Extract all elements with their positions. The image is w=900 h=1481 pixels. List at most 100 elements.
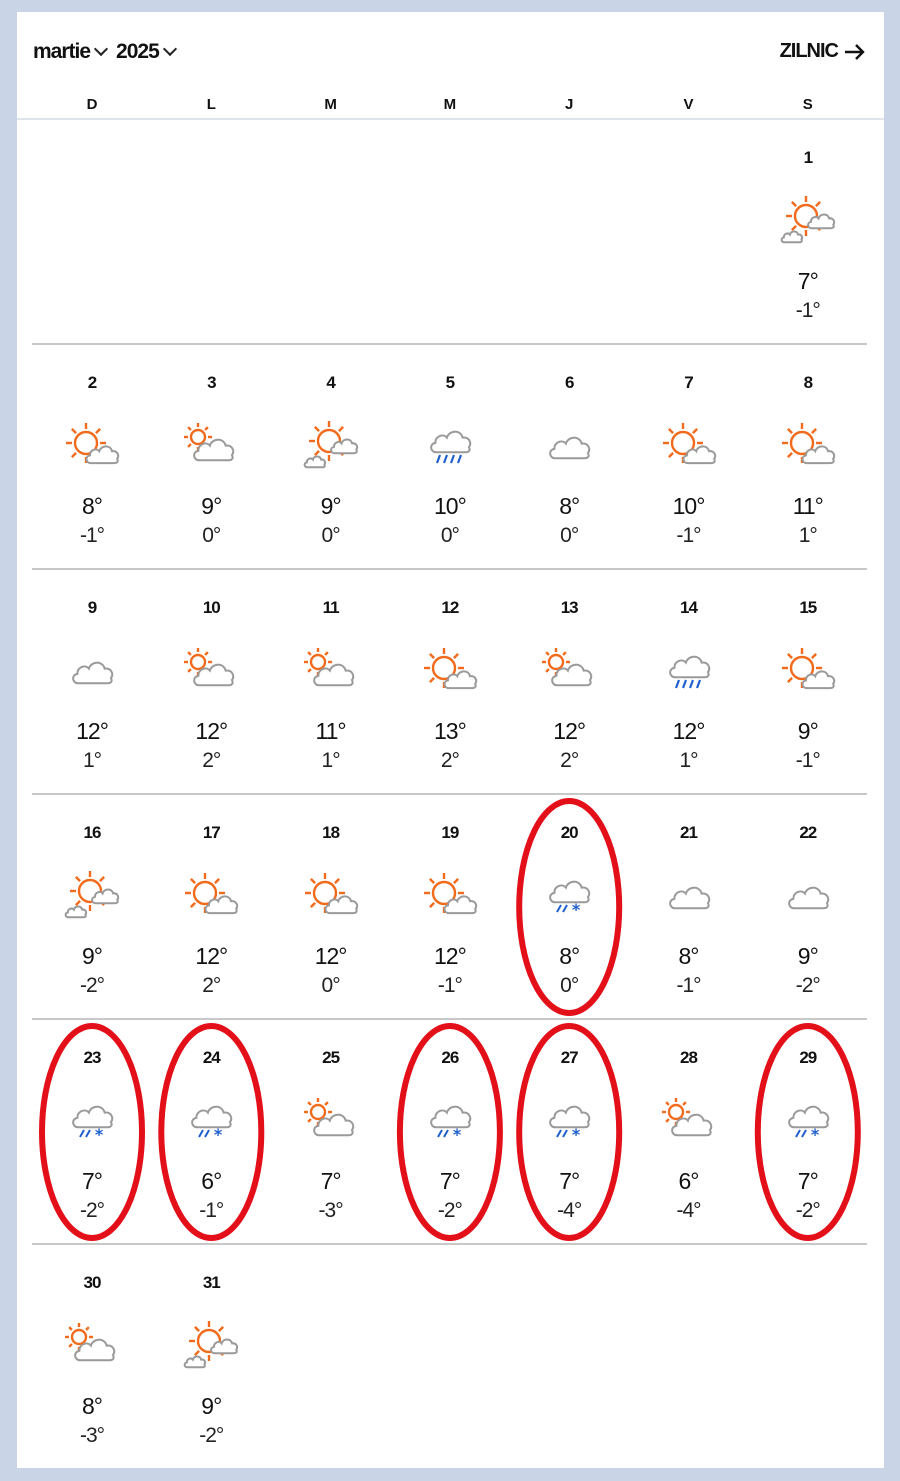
day-number: 20 bbox=[560, 823, 579, 842]
sleet-icon: * bbox=[72, 1105, 114, 1144]
high-temp: 8° bbox=[82, 493, 103, 519]
day-number: 1 bbox=[803, 148, 813, 167]
day-cell[interactable]: 27 * 7° -4° bbox=[514, 1020, 624, 1245]
day-cell[interactable]: 7 10° -1° bbox=[634, 345, 744, 570]
year-dropdown[interactable]: 2025 bbox=[116, 40, 177, 64]
low-temp: 0° bbox=[321, 524, 341, 547]
day-cell[interactable]: 16 9° -2° bbox=[37, 795, 147, 1020]
day-cell[interactable]: 2 8° -1° bbox=[37, 345, 147, 570]
day-cell[interactable]: 19 12° -1° bbox=[395, 795, 505, 1020]
day-cell[interactable]: 21 8° -1° bbox=[634, 795, 744, 1020]
low-temp: -2° bbox=[79, 1199, 105, 1222]
day-cell[interactable]: 18 12° 0° bbox=[276, 795, 386, 1020]
day-number: 18 bbox=[322, 823, 340, 842]
day-cell[interactable]: 26 * 7° -2° bbox=[395, 1020, 505, 1245]
day-cell[interactable]: 29 * 7° -2° bbox=[753, 1020, 863, 1245]
low-temp: -2° bbox=[437, 1199, 463, 1222]
high-temp: 10° bbox=[672, 493, 706, 519]
day-cell[interactable]: 14 12° 1° bbox=[634, 570, 744, 795]
high-temp: 12° bbox=[195, 718, 228, 744]
day-number: 27 bbox=[560, 1048, 579, 1067]
day-cell[interactable]: 13 12° 2° bbox=[514, 570, 624, 795]
cloud-sun-icon bbox=[661, 1098, 712, 1137]
day-number: 16 bbox=[83, 823, 102, 842]
sun-cloud-icon bbox=[781, 423, 835, 465]
header-divider bbox=[17, 118, 884, 120]
high-temp: 12° bbox=[76, 718, 109, 744]
day-cell[interactable]: 30 8° -3° bbox=[37, 1245, 147, 1470]
sun-cloud-icon bbox=[185, 873, 239, 915]
day-number: 30 bbox=[83, 1273, 102, 1292]
day-cell[interactable]: 11 11° 1° bbox=[276, 570, 386, 795]
day-number: 17 bbox=[202, 823, 221, 842]
day-cell[interactable]: 17 12° 2° bbox=[156, 795, 266, 1020]
day-number: 29 bbox=[799, 1048, 817, 1067]
high-temp: 12° bbox=[314, 943, 348, 969]
week-divider bbox=[32, 568, 867, 570]
high-temp: 7° bbox=[320, 1168, 342, 1194]
day-cell[interactable]: 24 * 6° -1° bbox=[156, 1020, 266, 1245]
cloud-sun-icon bbox=[184, 423, 235, 462]
rain-icon bbox=[668, 655, 710, 689]
daily-view-link[interactable]: ZILNIC bbox=[780, 40, 866, 63]
low-temp: -1° bbox=[795, 749, 821, 772]
weekday-header: M bbox=[443, 96, 457, 113]
day-cell[interactable]: 25 7° -3° bbox=[276, 1020, 386, 1245]
day-cell[interactable]: 20 * 8° 0° bbox=[514, 795, 624, 1020]
day-number: 12 bbox=[441, 598, 459, 617]
day-number: 21 bbox=[680, 823, 698, 842]
high-temp: 8° bbox=[82, 1393, 103, 1419]
day-cell[interactable]: 23 * 7° -2° bbox=[37, 1020, 147, 1245]
low-temp: 0° bbox=[560, 524, 579, 547]
sun-cloud-icon bbox=[66, 423, 120, 465]
sleet-icon: * bbox=[430, 1105, 472, 1144]
svg-text:*: * bbox=[572, 900, 581, 919]
low-temp: 2° bbox=[560, 749, 579, 772]
day-cell[interactable]: 3 9° 0° bbox=[156, 345, 266, 570]
high-temp: 10° bbox=[434, 493, 467, 519]
sleet-icon: * bbox=[787, 1105, 829, 1144]
svg-text:*: * bbox=[214, 1125, 223, 1144]
day-number: 11 bbox=[322, 598, 340, 617]
low-temp: 0° bbox=[321, 974, 341, 997]
day-number: 7 bbox=[684, 373, 693, 392]
day-number: 10 bbox=[202, 598, 221, 617]
cloud-icon bbox=[72, 661, 114, 685]
month-label: martie bbox=[33, 40, 91, 63]
day-cell[interactable]: 4 9° 0° bbox=[276, 345, 386, 570]
low-temp: 2° bbox=[202, 749, 221, 772]
day-cell[interactable]: 9 12° 1° bbox=[37, 570, 147, 795]
cloud-sun-icon bbox=[65, 1323, 116, 1362]
high-temp: 12° bbox=[434, 943, 467, 969]
day-cell[interactable]: 12 13° 2° bbox=[395, 570, 505, 795]
cloud-sun-icon bbox=[184, 648, 235, 687]
day-cell[interactable]: 28 6° -4° bbox=[634, 1020, 744, 1245]
day-number: 13 bbox=[560, 598, 579, 617]
day-cell[interactable]: 5 10° 0° bbox=[395, 345, 505, 570]
day-number: 25 bbox=[322, 1048, 340, 1067]
high-temp: 7° bbox=[797, 268, 819, 294]
day-cell[interactable]: 6 8° 0° bbox=[514, 345, 624, 570]
low-temp: 1° bbox=[321, 749, 341, 772]
low-temp: 0° bbox=[560, 974, 579, 997]
low-temp: -2° bbox=[199, 1424, 224, 1447]
day-number: 2 bbox=[87, 373, 97, 392]
day-cell[interactable]: 22 9° -2° bbox=[753, 795, 863, 1020]
sun-cloud-icon bbox=[423, 648, 478, 690]
cloud-sun-icon bbox=[542, 648, 593, 687]
day-cell[interactable]: 8 11° 1° bbox=[753, 345, 863, 570]
day-cell[interactable]: 1 7° -1° bbox=[753, 120, 863, 345]
daily-label: ZILNIC bbox=[779, 40, 839, 62]
low-temp: -4° bbox=[676, 1199, 701, 1222]
high-temp: 7° bbox=[82, 1168, 103, 1194]
month-dropdown[interactable]: martie bbox=[33, 40, 109, 64]
weekday-header: J bbox=[565, 96, 574, 113]
day-cell[interactable]: 15 9° -1° bbox=[753, 570, 863, 795]
day-cell[interactable]: 31 9° -2° bbox=[156, 1245, 266, 1470]
day-cell[interactable]: 10 12° 2° bbox=[156, 570, 266, 795]
day-number: 9 bbox=[87, 598, 97, 617]
day-number: 26 bbox=[441, 1048, 459, 1067]
year-label: 2025 bbox=[116, 40, 160, 63]
low-temp: -1° bbox=[795, 299, 821, 322]
